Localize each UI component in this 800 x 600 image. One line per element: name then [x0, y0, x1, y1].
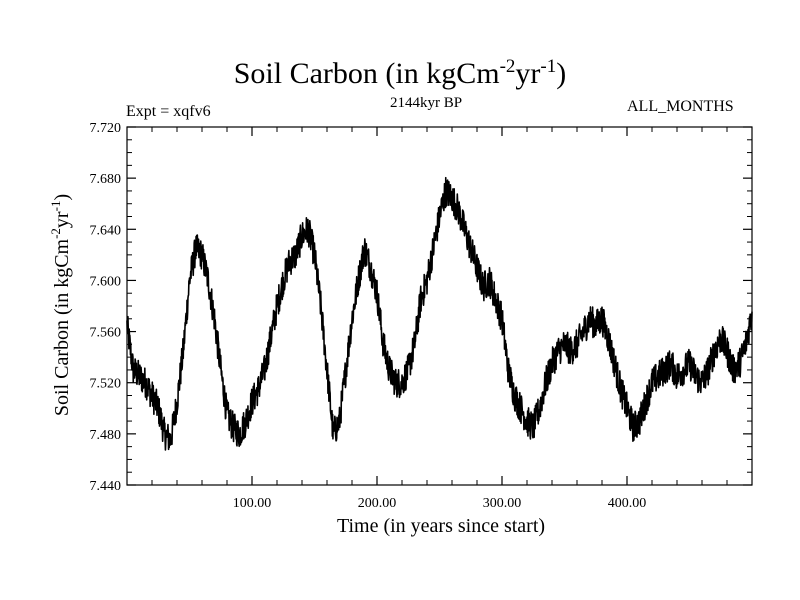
chart-title-mid: yr [515, 57, 541, 90]
chart-title-sup2: -1 [540, 56, 557, 77]
chart-title: Soil Carbon (in kgCm-2yr-1) [0, 56, 800, 91]
chart-title-text: Soil Carbon (in kgCm [233, 57, 500, 90]
x-tick-label: 200.00 [358, 496, 397, 511]
y-axis-label-sup2: -1 [48, 201, 63, 212]
x-axis-label: Time (in years since start) [337, 515, 545, 537]
y-tick-label: 7.560 [90, 326, 122, 341]
series-line [126, 176, 753, 451]
x-tick-label: 400.00 [608, 496, 647, 511]
y-axis-label-mid: yr [51, 211, 73, 228]
y-tick-label: 7.600 [90, 274, 122, 289]
x-tick-label: 100.00 [233, 496, 272, 511]
chart-title-end: ) [556, 57, 567, 90]
y-axis-label-end: ) [51, 194, 73, 201]
y-tick-label: 7.680 [90, 172, 122, 187]
axes: 100.00 200.00 300.00 400.00 7.440 7.480 7.520 7… [90, 121, 753, 511]
x-tick-label: 300.00 [483, 496, 522, 511]
chart-subtitle: 2144kyr BP [390, 95, 463, 111]
experiment-label: Expt = xqfv6 [126, 103, 211, 120]
chart-title-sup1: -2 [499, 56, 516, 77]
plot-frame [126, 126, 753, 486]
y-tick-label: 7.440 [90, 479, 122, 494]
months-label: ALL_MONTHS [627, 98, 734, 115]
y-axis-label-text: Soil Carbon (in kgCm [51, 238, 73, 416]
y-tick-label: 7.640 [90, 223, 122, 238]
y-axis-label: Soil Carbon (in kgCm-2yr-1) [48, 194, 73, 416]
y-axis-label-sup1: -2 [48, 228, 63, 239]
plot-area [126, 176, 753, 451]
y-tick-label: 7.480 [90, 428, 122, 443]
y-tick-label: 7.720 [90, 121, 122, 136]
y-tick-label: 7.520 [90, 377, 122, 392]
